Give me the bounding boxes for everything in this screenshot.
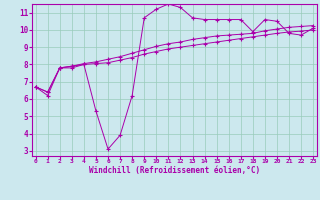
X-axis label: Windchill (Refroidissement éolien,°C): Windchill (Refroidissement éolien,°C)	[89, 166, 260, 175]
